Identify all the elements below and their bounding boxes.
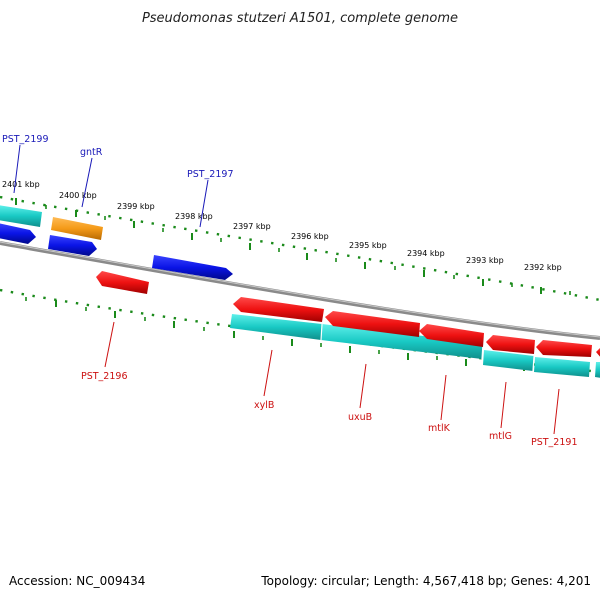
genome-backbone-highlight [0, 241, 600, 338]
gene-label-PST_2196: PST_2196 [81, 371, 128, 382]
tick-label: 2396 kbp [291, 232, 329, 241]
reverse-gene-arrow [325, 311, 420, 337]
topology-text: Topology: circular; Length: 4,567,418 bp… [261, 574, 591, 588]
tick-label: 2400 kbp [59, 191, 97, 200]
cds-feature [230, 314, 322, 340]
tick-label: 2395 kbp [349, 241, 387, 250]
gene-label-PST_2199: PST_2199 [2, 134, 49, 145]
accession-text: Accession: NC_009434 [9, 574, 146, 588]
outer-minor-ticks [45, 205, 571, 295]
forward-gene-arrow [0, 223, 36, 244]
reverse-gene-arrow [233, 297, 324, 322]
gene-label-xylB: xylB [254, 400, 274, 411]
forward-leader-lines [13, 144, 209, 228]
tick-label: 2398 kbp [175, 212, 213, 221]
outer-major-ticks [15, 198, 542, 294]
tick-label: 2394 kbp [407, 249, 445, 258]
reverse-gene-arrow [486, 335, 535, 354]
genome-backbone [0, 241, 600, 340]
tick-label: 2397 kbp [233, 222, 271, 231]
forward-gene-arrow [48, 235, 97, 256]
tick-label: 2393 kbp [466, 256, 504, 265]
cds-feature [534, 357, 590, 377]
cds-feature [321, 324, 483, 359]
reverse-gene-arrow [419, 324, 484, 347]
gene-label-PST_2197: PST_2197 [187, 169, 234, 180]
cds-feature [595, 362, 600, 378]
forward-gene-arrow [152, 255, 233, 280]
reverse-leader-lines [104, 321, 560, 435]
gntR-feature [51, 217, 103, 240]
reverse-gene-arrow [96, 271, 149, 294]
gene-label-mtlK: mtlK [428, 423, 451, 434]
cds-feature [483, 350, 534, 371]
gene-label-uxuB: uxuB [348, 412, 372, 423]
tick-label: 2401 kbp [2, 180, 40, 189]
tick-label: 2399 kbp [117, 202, 155, 211]
gene-label-gntR: gntR [80, 147, 103, 158]
tick-label: 2392 kbp [524, 263, 562, 272]
gene-label-mtlG: mtlG [489, 431, 512, 442]
map-title: Pseudomonas stutzeri A1501, complete gen… [142, 11, 458, 26]
cds-feature [0, 205, 42, 227]
gene-label-PST_2191: PST_2191 [531, 437, 578, 448]
reverse-gene-arrow [596, 348, 600, 357]
reverse-gene-arrow [536, 340, 592, 357]
